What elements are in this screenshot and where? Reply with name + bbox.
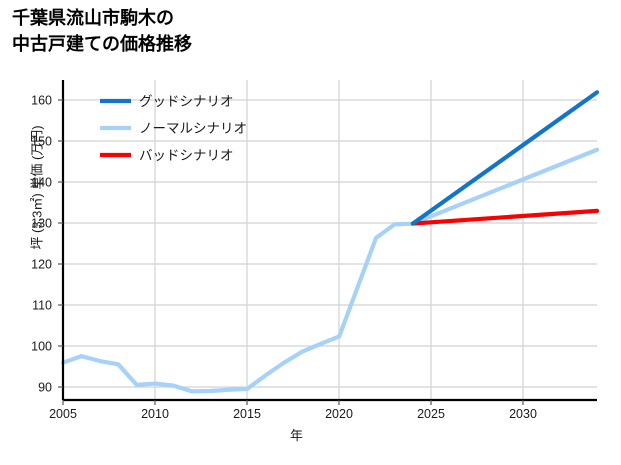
x-tick-label: 2030 xyxy=(509,407,537,421)
series-line-normal xyxy=(60,147,600,394)
x-tick-label: 2010 xyxy=(141,407,169,421)
legend-label-good: グッドシナリオ xyxy=(139,94,234,109)
legend-label-normal: ノーマルシナリオ xyxy=(139,121,247,136)
y-tick-label: 140 xyxy=(31,176,52,190)
x-tick-label: 2025 xyxy=(417,407,445,421)
y-axis-label: 坪 (3.3㎡) 単価 (万円) xyxy=(29,125,45,250)
y-tick-label: 130 xyxy=(31,217,52,231)
x-tick-label: 2005 xyxy=(49,407,77,421)
legend-label-bad: バッドシナリオ xyxy=(139,148,234,163)
y-tick-label: 110 xyxy=(32,299,52,313)
series-line-good xyxy=(410,90,600,226)
chart-title: 千葉県流山市駒木の 中古戸建ての価格推移 xyxy=(12,8,192,54)
y-tick-label: 150 xyxy=(31,135,52,149)
legend-item-bad: バッドシナリオ xyxy=(100,148,234,163)
y-tick-label: 100 xyxy=(31,340,52,354)
legend-item-good: グッドシナリオ xyxy=(100,94,234,109)
y-tick-label: 90 xyxy=(38,381,52,395)
x-tick-label: 2015 xyxy=(233,407,261,421)
plot-background xyxy=(63,80,597,400)
chart-legend: グッドシナリオ ノーマルシナリオ バッドシナリオ xyxy=(100,94,247,163)
y-tick-label: 120 xyxy=(31,258,52,272)
x-axis-label: 年 xyxy=(290,428,304,443)
x-tick-marks xyxy=(62,400,524,405)
series-line-bad xyxy=(410,208,600,226)
y-tick-marks xyxy=(58,99,63,388)
horizontal-gridlines xyxy=(63,99,597,388)
x-tick-label: 2020 xyxy=(325,407,353,421)
legend-item-normal: ノーマルシナリオ xyxy=(100,121,247,136)
y-tick-label: 160 xyxy=(31,94,52,108)
